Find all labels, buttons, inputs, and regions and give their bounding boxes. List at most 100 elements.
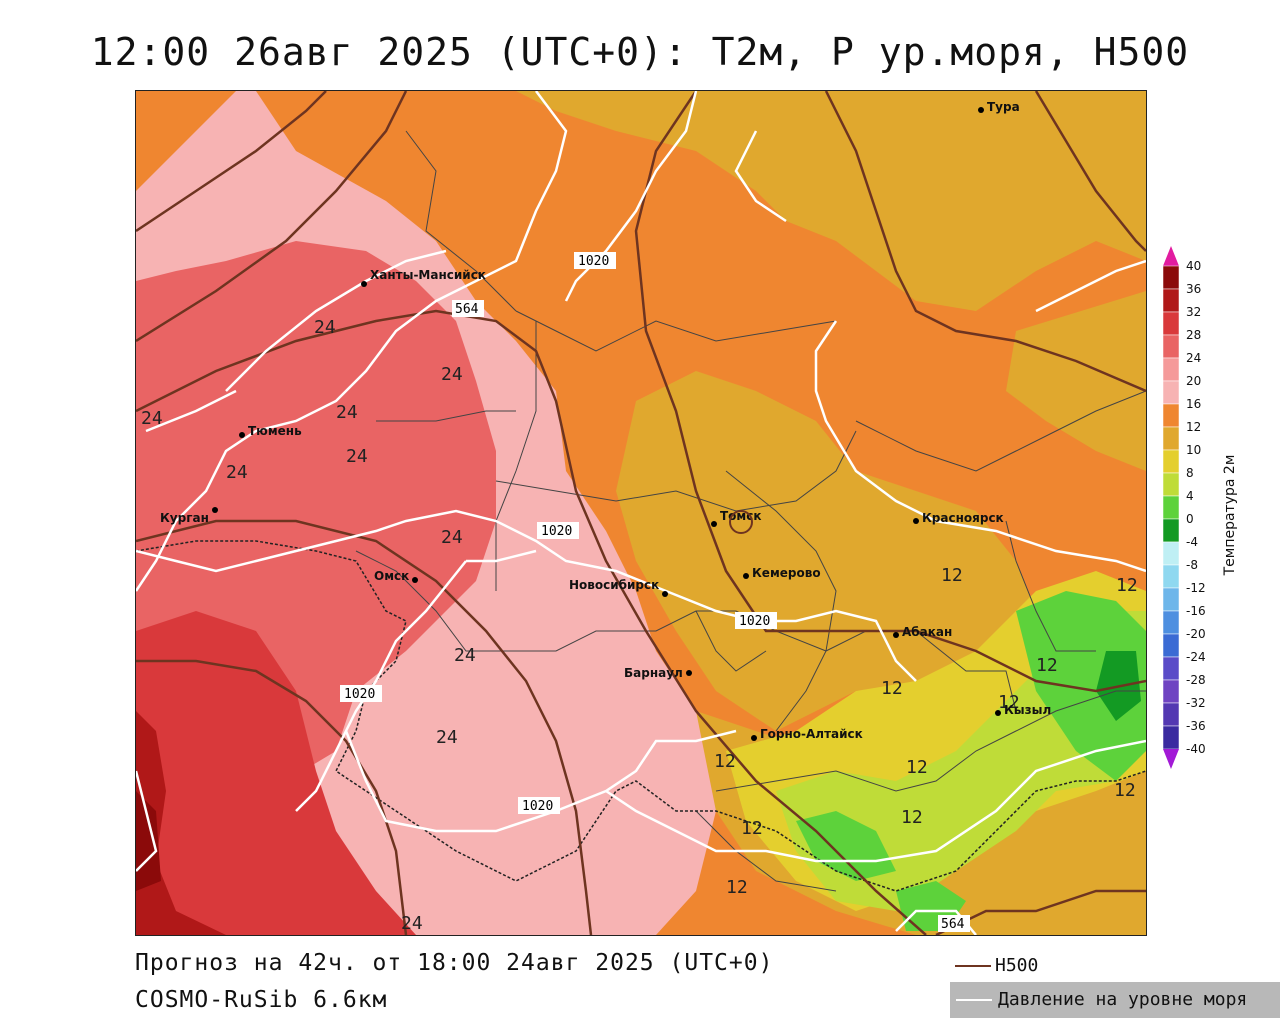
city-label: Ханты-Мансийск (370, 268, 486, 282)
colorbar-tick-label: -12 (1186, 581, 1206, 595)
city-label: Тура (987, 100, 1020, 114)
city-label: Кызыл (1004, 703, 1051, 717)
colorbar-segment (1163, 311, 1180, 336)
pressure-labels: 1020 1020 1020 1020 1020 (340, 252, 777, 814)
temperature-field-12-east (1006, 291, 1146, 471)
temp-label: 24 (441, 364, 463, 385)
temp-label: 24 (436, 727, 458, 748)
colorbar-tick-label: -4 (1186, 535, 1198, 549)
map-canvas: 1020 1020 1020 1020 1020 564 564 24 24 2… (136, 91, 1146, 935)
colorbar-tick-label: -8 (1186, 558, 1198, 572)
city-label: Абакан (902, 625, 952, 639)
colorbar-top-arrow (1163, 246, 1179, 266)
colorbar-segment (1163, 633, 1180, 658)
colorbar-segment (1163, 426, 1180, 451)
temperature-colorbar (1163, 246, 1180, 769)
colorbar-segment (1163, 541, 1180, 566)
colorbar-bottom-arrow (1163, 749, 1179, 769)
temp-label: 24 (454, 645, 476, 666)
legend-h500: H500 (955, 955, 1038, 976)
temp-label: 12 (714, 751, 736, 772)
pressure-line-swatch (956, 999, 992, 1001)
temp-label: 24 (226, 462, 248, 483)
colorbar-tick-label: 4 (1186, 489, 1194, 503)
colorbar-segment (1163, 265, 1180, 290)
colorbar-segment (1163, 564, 1180, 589)
legend-pressure-label: Давление на уровне моря (998, 989, 1248, 1010)
colorbar-tick-label: 12 (1186, 420, 1202, 434)
colorbar-tick-label: -32 (1186, 696, 1206, 710)
colorbar-tick-label: -28 (1186, 673, 1206, 687)
temp-label: 24 (314, 317, 336, 338)
h500-label: 564 (941, 917, 965, 932)
colorbar-segment (1163, 495, 1180, 520)
temp-label: 12 (726, 877, 748, 898)
pressure-label: 1020 (578, 254, 609, 269)
temp-label: 24 (441, 527, 463, 548)
colorbar-segment (1163, 518, 1180, 543)
city-label: Кемерово (752, 566, 821, 580)
city-label: Тюмень (248, 424, 302, 438)
temperature-field-12-center (616, 371, 1036, 731)
colorbar-tick-label: 0 (1186, 512, 1194, 526)
colorbar-tick-label: 8 (1186, 466, 1194, 480)
pressure-label: 1020 (344, 687, 375, 702)
colorbar-segment (1163, 357, 1180, 382)
temp-label: 12 (901, 807, 923, 828)
city-markers: Тура Ханты-Мансийск Тюмень Курган Омск Н… (160, 100, 1051, 741)
pressure-label: 1020 (522, 799, 553, 814)
weather-map: 1020 1020 1020 1020 1020 564 564 24 24 2… (135, 90, 1147, 936)
colorbar-tick-label: -24 (1186, 650, 1206, 664)
temp-label: 12 (998, 692, 1020, 713)
temp-label: 12 (1036, 655, 1058, 676)
temp-label: 12 (941, 565, 963, 586)
colorbar-segment (1163, 725, 1180, 750)
city-label: Горно-Алтайск (760, 727, 863, 741)
h500-line-swatch (955, 965, 991, 967)
colorbar-segment (1163, 449, 1180, 474)
colorbar-segment (1163, 288, 1180, 313)
colorbar-tick-label: 16 (1186, 397, 1202, 411)
colorbar-title: Температура 2м (1222, 454, 1238, 576)
colorbar-tick-label: 32 (1186, 305, 1202, 319)
colorbar-segment (1163, 472, 1180, 497)
temp-label: 24 (141, 408, 163, 429)
temperature-field-16-nw (136, 91, 236, 191)
temperature-labels: 24 24 24 24 24 24 24 24 24 24 12 12 12 1… (141, 317, 1138, 934)
city-label: Барнаул (624, 666, 683, 680)
pressure-label: 1020 (541, 524, 572, 539)
city-label: Новосибирск (569, 578, 659, 592)
pressure-label: 1020 (739, 614, 770, 629)
colorbar-tick-label: -20 (1186, 627, 1206, 641)
colorbar-segment (1163, 403, 1180, 428)
legend-pressure: Давление на уровне моря (950, 982, 1280, 1018)
temp-label: 12 (1114, 780, 1136, 801)
state-border (136, 540, 1146, 892)
colorbar-segment (1163, 656, 1180, 681)
colorbar-tick-label: 10 (1186, 443, 1202, 457)
colorbar-segment (1163, 702, 1180, 727)
temp-label: 12 (881, 678, 903, 699)
temperature-field-28 (136, 611, 416, 935)
h500-contours (136, 91, 1146, 935)
colorbar-tick-label: -16 (1186, 604, 1206, 618)
colorbar-segment (1163, 587, 1180, 612)
colorbar-tick-label: 24 (1186, 351, 1202, 365)
city-label: Курган (160, 511, 209, 525)
h500-label: 564 (455, 302, 479, 317)
colorbar-segment (1163, 334, 1180, 359)
temp-label: 24 (336, 402, 358, 423)
colorbar-segment (1163, 610, 1180, 635)
colorbar-segment (1163, 380, 1180, 405)
colorbar-tick-label: 36 (1186, 282, 1202, 296)
colorbar-tick-label: -40 (1186, 742, 1206, 756)
city-label: Омск (374, 569, 409, 583)
temperature-field-12-north (516, 91, 1146, 311)
map-title: 12:00 26авг 2025 (UTC+0): T2м, P ур.моря… (90, 30, 1190, 74)
colorbar-tick-label: 40 (1186, 259, 1202, 273)
colorbar-tick-label: 28 (1186, 328, 1202, 342)
city-label: Красноярск (922, 511, 1004, 525)
legend-h500-label: H500 (995, 955, 1039, 976)
forecast-info: Прогноз на 42ч. от 18:00 24авг 2025 (UTC… (135, 950, 774, 976)
pressure-contours (136, 91, 1146, 935)
